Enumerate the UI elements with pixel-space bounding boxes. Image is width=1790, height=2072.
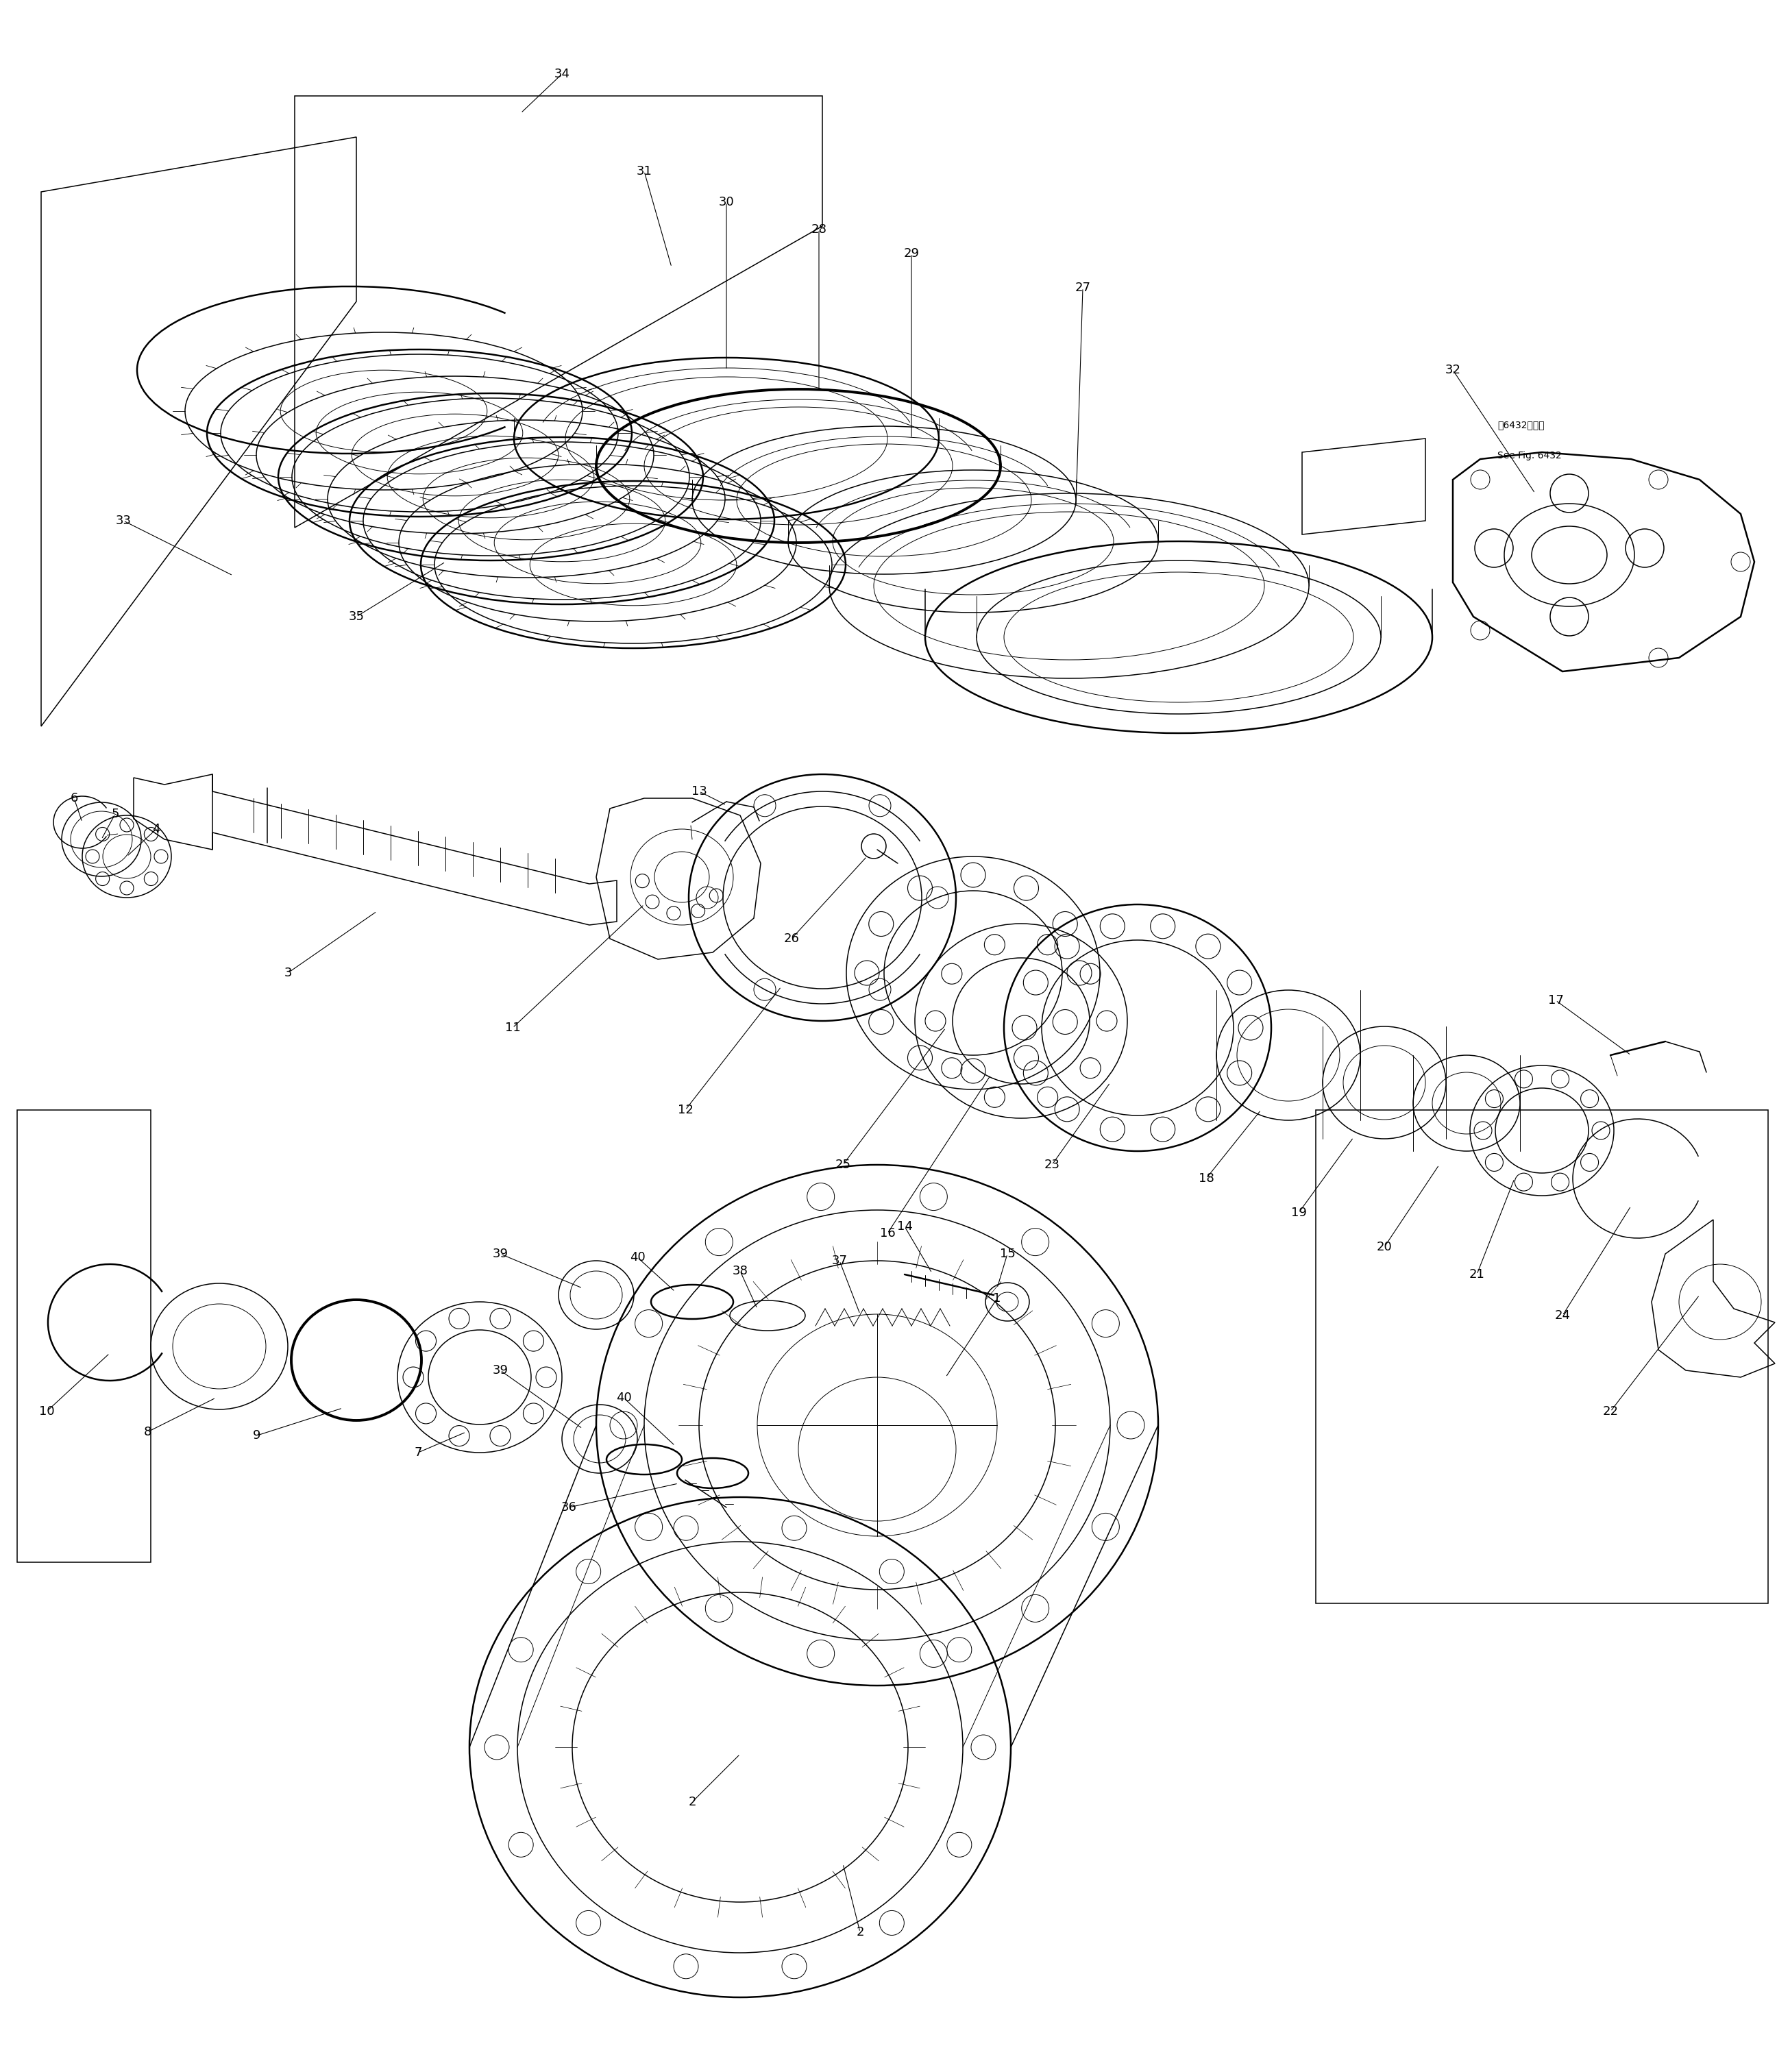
Text: 16: 16 — [879, 1227, 895, 1239]
Text: 26: 26 — [784, 932, 800, 945]
Text: 3: 3 — [285, 968, 292, 980]
Text: 23: 23 — [1044, 1158, 1060, 1171]
Text: 39: 39 — [492, 1363, 508, 1376]
Text: 36: 36 — [560, 1502, 576, 1513]
Text: 10: 10 — [39, 1405, 54, 1417]
Text: 9: 9 — [252, 1430, 261, 1442]
Text: 21: 21 — [1470, 1268, 1484, 1280]
Text: 8: 8 — [143, 1426, 150, 1438]
Text: 4: 4 — [152, 823, 159, 835]
Text: 24: 24 — [1554, 1310, 1570, 1322]
Text: 18: 18 — [1198, 1173, 1214, 1185]
Text: 40: 40 — [630, 1251, 644, 1264]
Text: 2: 2 — [856, 1927, 865, 1939]
Text: 33: 33 — [116, 514, 131, 526]
Text: 35: 35 — [349, 611, 363, 624]
Text: 13: 13 — [691, 785, 707, 798]
Text: 38: 38 — [732, 1264, 748, 1276]
Text: 40: 40 — [616, 1392, 632, 1405]
Text: 32: 32 — [1445, 365, 1461, 377]
Text: 14: 14 — [897, 1220, 913, 1233]
Text: 11: 11 — [505, 1021, 521, 1034]
Text: 39: 39 — [492, 1247, 508, 1260]
Text: 20: 20 — [1377, 1241, 1393, 1254]
Text: 2: 2 — [687, 1796, 696, 1809]
Text: 17: 17 — [1548, 995, 1563, 1007]
Text: 22: 22 — [1602, 1405, 1618, 1417]
Text: 31: 31 — [635, 166, 652, 178]
Text: 6: 6 — [70, 792, 79, 804]
Text: See Fig. 6432: See Fig. 6432 — [1498, 452, 1561, 460]
Text: 34: 34 — [555, 68, 569, 81]
Text: 19: 19 — [1291, 1206, 1307, 1218]
Text: 37: 37 — [832, 1254, 847, 1266]
Text: 28: 28 — [811, 224, 827, 236]
Text: 27: 27 — [1074, 282, 1090, 294]
Text: 1: 1 — [993, 1293, 1001, 1305]
Text: 25: 25 — [836, 1158, 850, 1171]
Text: 第6432図参照: 第6432図参照 — [1498, 421, 1545, 429]
Text: 15: 15 — [999, 1247, 1015, 1260]
Text: 30: 30 — [718, 197, 734, 209]
Text: 7: 7 — [413, 1446, 422, 1459]
Text: 12: 12 — [677, 1104, 693, 1117]
Text: 29: 29 — [904, 247, 920, 259]
Text: 5: 5 — [111, 808, 120, 821]
